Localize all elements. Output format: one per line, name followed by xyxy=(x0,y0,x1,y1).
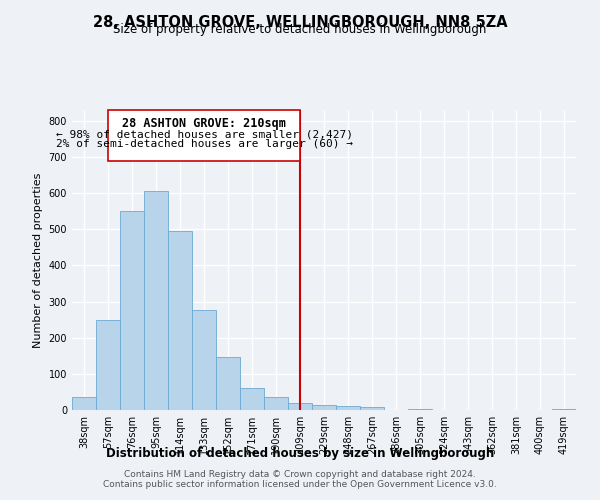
Bar xyxy=(360,407,384,410)
Bar xyxy=(120,211,144,410)
Text: Contains HM Land Registry data © Crown copyright and database right 2024.: Contains HM Land Registry data © Crown c… xyxy=(124,470,476,479)
Text: 2% of semi-detached houses are larger (60) →: 2% of semi-detached houses are larger (6… xyxy=(56,139,353,149)
Bar xyxy=(312,406,336,410)
Text: Size of property relative to detached houses in Wellingborough: Size of property relative to detached ho… xyxy=(113,22,487,36)
Text: 28 ASHTON GROVE: 210sqm: 28 ASHTON GROVE: 210sqm xyxy=(122,117,286,130)
Bar xyxy=(168,231,192,410)
Bar xyxy=(336,406,360,410)
FancyBboxPatch shape xyxy=(108,110,300,160)
Bar xyxy=(216,356,240,410)
Bar xyxy=(408,409,432,410)
Bar xyxy=(264,398,288,410)
Text: ← 98% of detached houses are smaller (2,427): ← 98% of detached houses are smaller (2,… xyxy=(56,130,353,140)
Text: Distribution of detached houses by size in Wellingborough: Distribution of detached houses by size … xyxy=(106,448,494,460)
Bar xyxy=(72,398,96,410)
Bar xyxy=(552,409,576,410)
Bar xyxy=(144,192,168,410)
Bar xyxy=(240,388,264,410)
Bar xyxy=(288,403,312,410)
Text: 28, ASHTON GROVE, WELLINGBOROUGH, NN8 5ZA: 28, ASHTON GROVE, WELLINGBOROUGH, NN8 5Z… xyxy=(92,15,508,30)
Text: Contains public sector information licensed under the Open Government Licence v3: Contains public sector information licen… xyxy=(103,480,497,489)
Bar xyxy=(96,320,120,410)
Bar xyxy=(192,310,216,410)
Y-axis label: Number of detached properties: Number of detached properties xyxy=(33,172,43,348)
